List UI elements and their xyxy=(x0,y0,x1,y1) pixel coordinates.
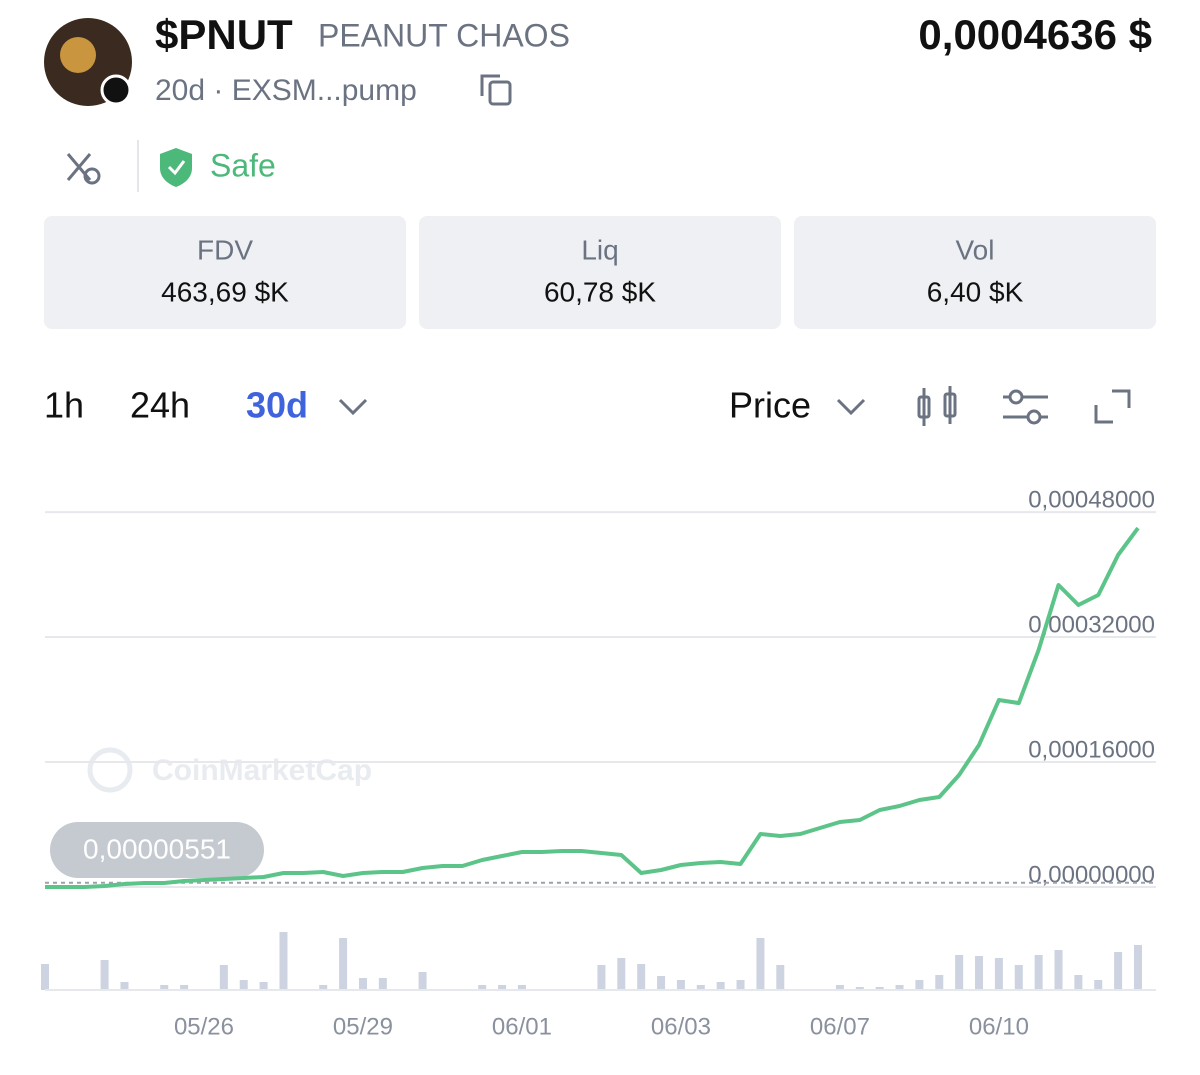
volume-bar xyxy=(736,980,745,990)
volume-bar xyxy=(478,985,487,990)
time-tab[interactable]: 1h xyxy=(44,385,84,426)
x-tick-label: 06/01 xyxy=(492,1013,552,1040)
candle-icon[interactable] xyxy=(917,386,957,426)
volume-bar xyxy=(180,985,189,990)
token-name: PEANUT CHAOS xyxy=(318,17,570,53)
stat-card xyxy=(794,216,1156,329)
start-price-badge xyxy=(50,822,264,878)
volume-bar xyxy=(915,980,924,990)
volume-bar xyxy=(279,932,288,990)
volume-bar xyxy=(517,985,526,990)
volume-bar xyxy=(935,975,944,990)
volume-bar xyxy=(239,980,248,990)
safe-icon xyxy=(160,148,192,187)
stat-card xyxy=(44,216,406,329)
x-tick-label: 06/03 xyxy=(651,1013,711,1040)
volume-bar xyxy=(219,965,228,990)
time-tab[interactable]: 30d xyxy=(246,385,308,426)
volume-bar xyxy=(1074,975,1083,990)
time-tab[interactable]: 24h xyxy=(130,385,190,426)
volume-bar xyxy=(1054,950,1063,990)
volume-bar xyxy=(835,985,844,990)
volume-bar xyxy=(875,987,884,990)
y-tick-label: 0,00000000 xyxy=(1028,861,1155,888)
volume-bar xyxy=(975,956,984,990)
volume-bar xyxy=(696,985,705,990)
volume-bar xyxy=(756,938,765,990)
stat-label: Liq xyxy=(581,234,618,265)
chain-badge xyxy=(100,74,132,106)
volume-bar xyxy=(1114,952,1123,990)
volume-bar xyxy=(617,958,626,990)
stat-value: 463,69 $K xyxy=(161,276,289,307)
fullscreen-icon[interactable] xyxy=(1094,389,1131,424)
y-tick-label: 0,00016000 xyxy=(1028,736,1155,763)
volume-bar xyxy=(597,965,606,990)
metric-chevron xyxy=(836,398,866,416)
y-tick-label: 0,00048000 xyxy=(1028,486,1155,513)
x-tick-label: 06/10 xyxy=(969,1013,1029,1040)
token-symbol: $PNUT xyxy=(155,11,293,58)
copy-icon[interactable] xyxy=(480,74,512,106)
price-line xyxy=(45,526,1140,889)
stat-label: FDV xyxy=(197,234,253,265)
volume-bar xyxy=(994,958,1003,990)
volume-bar xyxy=(41,964,49,990)
price-chart: CoinMarketCap0,000000000,000160000,00032… xyxy=(41,486,1156,1040)
volume-bar xyxy=(160,985,169,990)
volume-bar xyxy=(1134,945,1142,990)
avatar-art xyxy=(60,37,96,73)
volume-bar xyxy=(418,972,427,990)
stat-value: 6,40 $K xyxy=(927,276,1024,307)
volume-bar xyxy=(100,960,109,990)
volume-bar xyxy=(676,980,685,990)
safety-label: Safe xyxy=(210,147,276,183)
volume-bar xyxy=(339,938,348,990)
volume-bar xyxy=(259,982,268,990)
settings-icon[interactable] xyxy=(1003,389,1048,425)
volume-bar xyxy=(657,976,666,990)
audit-icon[interactable] xyxy=(66,153,101,185)
volume-bar xyxy=(855,987,864,990)
volume-bar xyxy=(955,955,964,990)
volume-bar xyxy=(358,978,367,990)
metric-select[interactable]: Price xyxy=(729,385,811,426)
x-tick-label: 06/07 xyxy=(810,1013,870,1040)
watermark: CoinMarketCap xyxy=(152,754,372,787)
watermark-logo xyxy=(87,747,133,793)
token-meta: 20d · EXSM...pump xyxy=(155,74,417,107)
safe-check xyxy=(167,160,186,176)
volume-bar xyxy=(319,985,328,990)
volume-bar xyxy=(1094,980,1103,990)
volume-bar xyxy=(1014,965,1023,990)
tab-chevron xyxy=(338,398,368,416)
x-tick-label: 05/29 xyxy=(333,1013,393,1040)
stat-card xyxy=(419,216,781,329)
volume-bar xyxy=(120,982,129,990)
volume-bar xyxy=(716,982,725,990)
start-price-label: 0,00000551 xyxy=(83,833,231,864)
volume-bar xyxy=(498,985,507,990)
volume-bar xyxy=(637,964,646,990)
volume-bar xyxy=(895,985,904,990)
x-tick-label: 05/26 xyxy=(174,1013,234,1040)
stat-label: Vol xyxy=(956,234,995,265)
volume-bar xyxy=(378,978,387,990)
stat-value: 60,78 $K xyxy=(544,276,656,307)
token-price: 0,0004636 $ xyxy=(918,11,1152,58)
volume-bar xyxy=(776,965,785,990)
volume-bar xyxy=(1034,955,1043,990)
